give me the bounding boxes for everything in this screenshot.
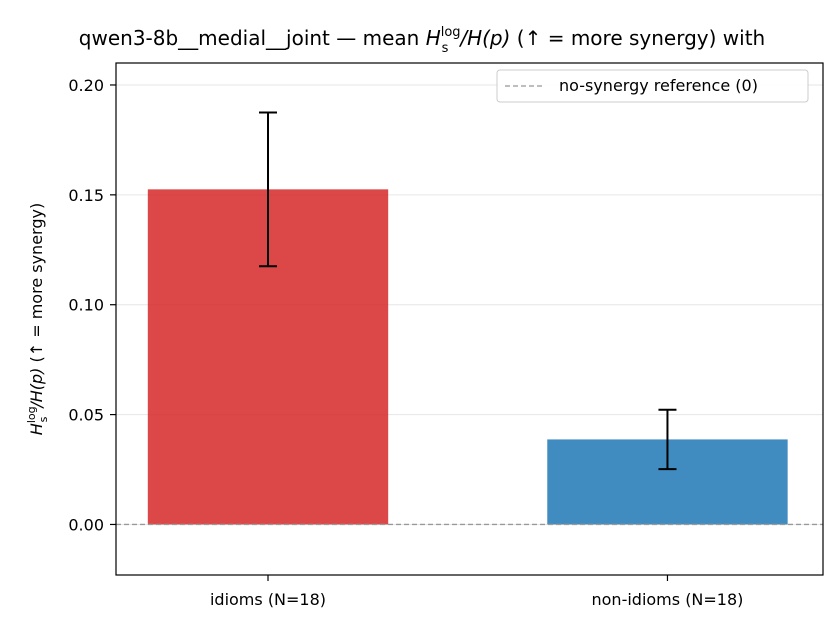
error-bars bbox=[259, 111, 677, 471]
legend-box bbox=[496, 69, 809, 103]
y-ticks: 0.00 0.05 0.10 0.15 0.20 bbox=[68, 76, 116, 534]
x-tick-label: non-idioms (N=18) bbox=[592, 590, 744, 609]
axes-frame bbox=[115, 62, 824, 576]
legend: no-synergy reference (0) bbox=[496, 69, 809, 103]
y-axis-label: Hlogs/H(p) (↑ = more synergy) bbox=[25, 203, 50, 435]
y-tick-label: 0.05 bbox=[68, 406, 104, 425]
chart-title: qwen3-8b__medial__joint — mean Hlog s/H(p… bbox=[79, 25, 765, 56]
y-tick-label: 0.15 bbox=[68, 186, 104, 205]
legend-label: no-synergy reference (0) bbox=[559, 76, 758, 95]
x-ticks: idioms (N=18) non-idioms (N=18) bbox=[210, 575, 743, 609]
y-tick-label: 0.00 bbox=[68, 515, 104, 534]
y-tick-label: 0.20 bbox=[68, 76, 104, 95]
bars bbox=[147, 189, 788, 525]
y-tick-label: 0.10 bbox=[68, 296, 104, 315]
x-tick-label: idioms (N=18) bbox=[210, 590, 326, 609]
